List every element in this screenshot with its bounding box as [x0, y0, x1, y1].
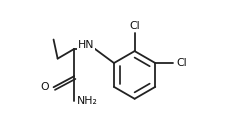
Text: NH₂: NH₂ [77, 96, 98, 106]
Text: Cl: Cl [129, 21, 140, 31]
Text: Cl: Cl [176, 58, 187, 68]
Text: O: O [41, 82, 49, 92]
Text: HN: HN [78, 40, 94, 50]
